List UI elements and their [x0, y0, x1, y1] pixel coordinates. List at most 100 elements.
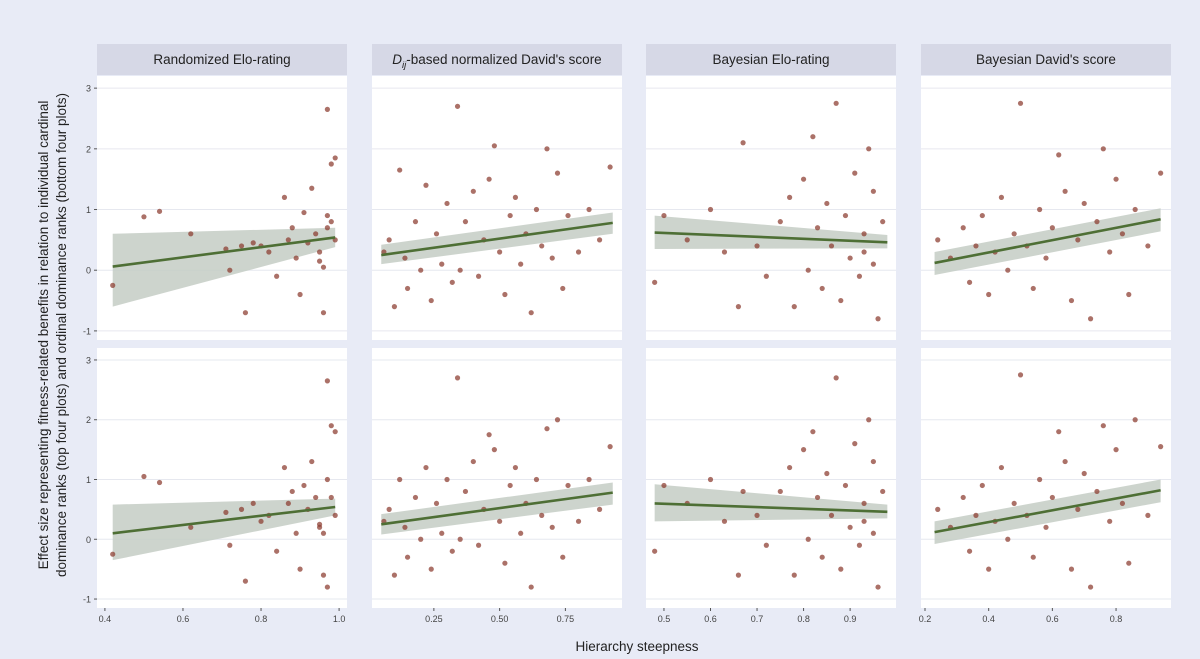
data-point	[1132, 417, 1138, 423]
data-point	[870, 458, 876, 465]
data-point	[110, 282, 116, 288]
data-point	[586, 206, 592, 213]
data-point	[497, 249, 503, 255]
data-point	[607, 164, 613, 170]
facet-strip	[372, 44, 622, 75]
data-point	[328, 494, 334, 501]
data-point	[188, 524, 194, 530]
data-point	[1081, 470, 1087, 477]
data-point	[973, 243, 979, 249]
x-axis-label: Hierarchy steepness	[575, 639, 698, 654]
data-point	[1043, 255, 1049, 261]
data-point	[819, 554, 825, 560]
y-tick-label: -1	[83, 595, 91, 605]
x-tick-label: 0.7	[751, 614, 764, 624]
data-point	[791, 572, 797, 578]
data-point	[293, 530, 299, 536]
data-point	[274, 548, 280, 554]
data-point	[533, 206, 540, 213]
regression-line	[381, 221, 613, 257]
data-point	[875, 316, 881, 322]
x-tick-label: 0.8	[797, 614, 810, 624]
data-point	[332, 512, 338, 518]
data-point	[238, 506, 245, 512]
data-point	[754, 243, 760, 249]
data-point	[391, 304, 398, 310]
data-point	[1037, 206, 1043, 213]
data-point	[560, 554, 566, 560]
facet-panel-7: 0.5 0.6 0.7 0.8 0.9	[646, 348, 896, 624]
data-point	[402, 255, 408, 261]
data-point	[852, 170, 858, 176]
data-point	[462, 488, 469, 495]
data-point	[814, 225, 821, 231]
data-point	[1017, 100, 1024, 106]
regression-line	[934, 217, 1161, 265]
facet-title: Dij-based normalized David's score	[392, 52, 601, 71]
data-point	[518, 530, 524, 536]
data-point	[819, 285, 825, 292]
regression-line	[112, 505, 336, 535]
regression-line	[654, 231, 888, 244]
data-point	[560, 285, 566, 292]
data-point	[800, 447, 807, 453]
data-point	[861, 231, 867, 237]
data-point	[1087, 584, 1094, 590]
data-point	[324, 106, 330, 112]
data-point	[320, 310, 327, 316]
data-point	[856, 273, 863, 279]
data-point	[1113, 447, 1119, 453]
data-point	[986, 566, 992, 572]
data-point	[533, 476, 540, 483]
y-tick-label: 2	[86, 144, 91, 154]
data-point	[1094, 219, 1100, 225]
x-tick-label: 0.4	[99, 614, 112, 624]
data-point	[596, 237, 603, 243]
data-point	[828, 512, 835, 518]
y-tick-label: 3	[86, 355, 91, 365]
data-point	[404, 285, 411, 292]
y-axis-label-line-1: Effect size representing fitness-related…	[36, 101, 51, 570]
data-point	[156, 479, 163, 486]
data-point	[391, 572, 398, 578]
data-point	[444, 476, 450, 483]
data-point	[805, 536, 811, 542]
plot-area	[372, 348, 622, 608]
data-point	[258, 518, 264, 524]
data-point	[320, 264, 327, 270]
data-point	[309, 458, 315, 465]
data-point	[754, 512, 760, 518]
data-point	[1049, 225, 1055, 231]
data-point	[544, 426, 550, 432]
data-point	[1087, 316, 1094, 322]
data-point	[250, 240, 256, 246]
data-point	[866, 417, 872, 423]
data-point	[842, 482, 849, 489]
data-point	[740, 140, 746, 146]
data-point	[1030, 554, 1036, 560]
data-point	[607, 444, 613, 450]
data-point	[238, 243, 245, 249]
data-point	[735, 304, 742, 310]
data-point	[404, 554, 411, 560]
data-point	[1132, 206, 1138, 213]
data-point	[507, 482, 513, 489]
data-point	[289, 488, 295, 495]
data-point	[1068, 297, 1075, 304]
data-point	[575, 249, 582, 255]
data-point	[1107, 518, 1113, 524]
confidence-ribbon	[112, 227, 336, 307]
data-point	[297, 291, 303, 298]
facet-panel-1: Randomized Elo-rating -1 0 1 2 3	[83, 44, 347, 340]
data-point	[301, 482, 307, 489]
data-point	[470, 188, 476, 194]
data-point	[502, 291, 508, 298]
data-point	[1145, 512, 1151, 518]
data-point	[684, 237, 690, 243]
data-point	[1037, 476, 1043, 483]
data-point	[439, 261, 445, 267]
data-point	[721, 518, 728, 524]
data-point	[1094, 488, 1100, 495]
data-point	[847, 255, 853, 261]
